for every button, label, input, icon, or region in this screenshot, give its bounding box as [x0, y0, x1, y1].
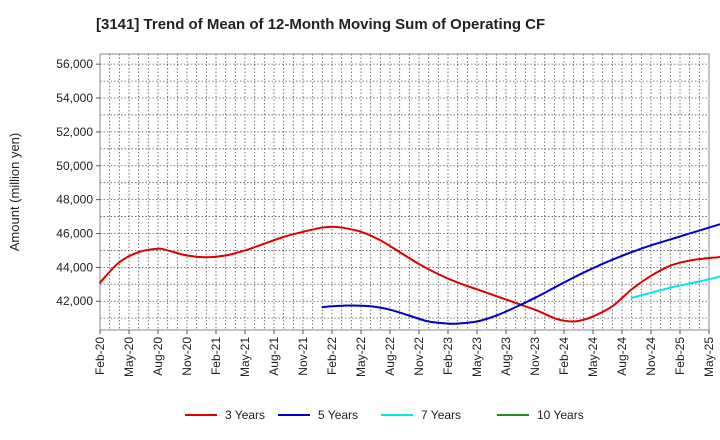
x-tick-label: Feb-20	[93, 337, 107, 375]
plot-area	[99, 53, 710, 331]
y-tick-label: 48,000	[56, 193, 93, 207]
x-tick-label: Feb-22	[325, 337, 339, 375]
y-axis-ticks: 42,000 44,000 46,000 48,000 50,000 52,000 54,0…	[56, 57, 100, 308]
legend-label: 7 Years	[421, 408, 461, 422]
x-tick-label: May-25	[702, 337, 716, 377]
x-tick-label: Aug-20	[151, 337, 165, 376]
x-tick-label: Feb-25	[673, 337, 687, 375]
legend-item-7-years: 7 Years	[381, 408, 461, 422]
x-axis-ticks: Feb-20 May-20 Aug-20 Nov-20 Feb-21 May-21 Aug-…	[93, 330, 716, 377]
y-tick-label: 44,000	[56, 260, 93, 274]
y-tick-label: 42,000	[56, 294, 93, 308]
x-tick-label: Aug-24	[615, 337, 629, 376]
x-tick-label: Aug-23	[499, 337, 513, 376]
x-tick-label: Nov-24	[644, 337, 658, 376]
legend-item-5-years: 5 Years	[278, 408, 358, 422]
x-tick-label: Nov-22	[412, 337, 426, 376]
legend-label: 5 Years	[318, 408, 358, 422]
legend-item-3-years: 3 Years	[185, 408, 265, 422]
y-tick-label: 46,000	[56, 226, 93, 240]
legend: 3 Years 5 Years 7 Years 10 Years	[185, 408, 584, 422]
y-tick-label: 50,000	[56, 159, 93, 173]
x-tick-label: May-20	[122, 337, 136, 377]
x-tick-label: Feb-23	[441, 337, 455, 375]
series-line-7-years	[630, 275, 720, 299]
chart-title: [3141] Trend of Mean of 12-Month Moving …	[96, 16, 545, 33]
x-tick-label: May-24	[586, 337, 600, 377]
x-tick-label: Feb-24	[557, 337, 571, 375]
legend-label: 10 Years	[537, 408, 584, 422]
legend-item-10-years: 10 Years	[497, 408, 584, 422]
x-tick-label: Nov-23	[528, 337, 542, 376]
legend-label: 3 Years	[225, 408, 265, 422]
x-tick-label: May-23	[470, 337, 484, 377]
x-tick-label: Aug-21	[267, 337, 281, 376]
x-tick-label: May-21	[238, 337, 252, 377]
x-tick-label: Feb-21	[209, 337, 223, 375]
y-tick-label: 54,000	[56, 91, 93, 105]
series-line-5-years	[321, 223, 720, 325]
series-lines	[99, 223, 720, 325]
y-tick-label: 52,000	[56, 125, 93, 139]
x-tick-label: Nov-21	[296, 337, 310, 376]
x-tick-label: May-22	[354, 337, 368, 377]
y-axis-title: Amount (million yen)	[7, 133, 22, 252]
x-tick-label: Aug-22	[383, 337, 397, 376]
x-tick-label: Nov-20	[180, 337, 194, 376]
series-line-3-years	[99, 225, 720, 323]
grid-lines	[100, 54, 709, 330]
y-tick-label: 56,000	[56, 57, 93, 71]
